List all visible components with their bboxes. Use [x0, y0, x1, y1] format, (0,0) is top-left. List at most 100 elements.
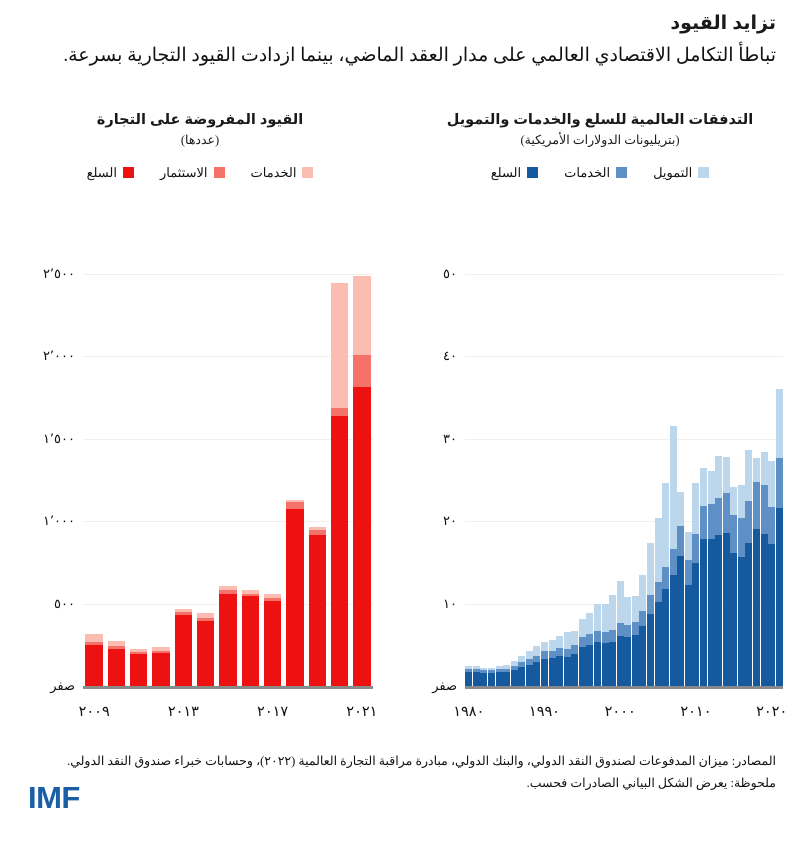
x-axis-tick-label: ٢٠٢٠	[756, 704, 788, 720]
bar-column[interactable]	[601, 603, 609, 686]
bar-column[interactable]	[609, 594, 617, 686]
bar-segment	[639, 625, 647, 686]
bar-column[interactable]	[85, 634, 103, 686]
bar-column[interactable]	[330, 283, 349, 686]
bar-column[interactable]	[465, 666, 473, 686]
bar-column[interactable]	[152, 646, 170, 686]
bar-segment	[768, 461, 776, 508]
bar-column[interactable]	[503, 665, 511, 686]
bar-column[interactable]	[308, 527, 326, 686]
bar-column[interactable]	[669, 425, 677, 686]
bar-column[interactable]	[616, 581, 624, 686]
bar-segment	[677, 491, 685, 527]
bar-column[interactable]	[745, 449, 753, 686]
bar-segment	[737, 517, 745, 557]
bar-segment	[472, 668, 480, 672]
bar-segment	[525, 658, 533, 665]
bar-column[interactable]	[684, 531, 692, 686]
bar-column[interactable]	[737, 484, 745, 686]
bar-column[interactable]	[541, 641, 548, 686]
bar-column[interactable]	[631, 596, 639, 686]
bar-column[interactable]	[571, 630, 579, 686]
bar-segment	[488, 672, 495, 686]
bar-column[interactable]	[624, 597, 632, 686]
bar-column[interactable]	[510, 661, 518, 686]
bar-segment	[353, 386, 371, 686]
bar-column[interactable]	[700, 468, 707, 686]
bar-column[interactable]	[488, 667, 495, 686]
bar-segment	[472, 666, 480, 669]
legend-item-services[interactable]: الخدمات	[564, 166, 628, 179]
legend-item-finance[interactable]: التمويل	[653, 164, 710, 180]
bar-column[interactable]	[107, 640, 126, 686]
bar-segment	[760, 533, 768, 686]
bar-segment	[263, 598, 282, 602]
x-axis-baseline	[465, 686, 783, 689]
bar-segment	[286, 508, 304, 686]
gridline	[465, 521, 783, 523]
bar-segment	[707, 470, 715, 504]
bar-column[interactable]	[196, 612, 215, 686]
bar-segment	[737, 484, 745, 518]
bar-segment	[495, 668, 503, 672]
bar-column[interactable]	[286, 499, 304, 686]
bar-segment	[353, 275, 371, 355]
chart-units-left: (عددها)	[180, 133, 220, 148]
bar-segment	[241, 593, 259, 597]
bar-column[interactable]	[677, 491, 685, 686]
bar-column[interactable]	[353, 275, 371, 686]
bar-segment	[745, 501, 753, 544]
bar-column[interactable]	[241, 589, 259, 686]
bar-column[interactable]	[525, 651, 533, 686]
bar-column[interactable]	[556, 635, 564, 686]
bar-column[interactable]	[760, 452, 768, 686]
bar-column[interactable]	[578, 619, 586, 686]
x-axis-tick-label: ٢٠٠٩	[78, 704, 110, 720]
bar-column[interactable]	[130, 648, 148, 686]
bar-column[interactable]	[692, 482, 700, 686]
chart-units-right: (بتريليونات الدولارات الأمريكية)	[520, 133, 680, 148]
bar-segment	[647, 595, 654, 614]
bar-column[interactable]	[594, 603, 601, 686]
bar-column[interactable]	[548, 639, 556, 686]
bar-column[interactable]	[480, 667, 488, 686]
bar-column[interactable]	[263, 594, 282, 686]
bar-column[interactable]	[518, 655, 526, 686]
legend-item-services[interactable]: الخدمات	[251, 166, 314, 179]
bar-column[interactable]	[563, 632, 571, 686]
bar-column[interactable]	[219, 585, 237, 686]
legend-item-goods[interactable]: السلع	[491, 166, 539, 179]
bar-column[interactable]	[730, 487, 738, 686]
bar-column[interactable]	[715, 456, 723, 686]
bar-column[interactable]	[662, 482, 670, 686]
legend-swatch-goods-icon	[527, 166, 539, 178]
bar-column[interactable]	[495, 666, 503, 686]
bar-column[interactable]	[768, 461, 776, 686]
bar-column[interactable]	[533, 646, 541, 686]
bar-column[interactable]	[753, 457, 760, 686]
legend-swatch-finance-icon	[698, 166, 710, 178]
bar-column[interactable]	[586, 612, 594, 686]
bar-segment	[263, 594, 282, 599]
bar-column[interactable]	[722, 456, 730, 686]
bar-segment	[571, 653, 579, 686]
bar-segment	[616, 623, 624, 636]
bar-segment	[631, 621, 639, 635]
chart-panel-trade-restrictions: القيود المفروضة على التجارة (عددها) الخد…	[5, 112, 395, 732]
bar-column[interactable]	[707, 470, 715, 686]
bar-column[interactable]	[174, 608, 193, 686]
bar-column[interactable]	[775, 388, 783, 686]
gridline	[83, 356, 373, 358]
legend-label-finance: التمويل	[653, 164, 693, 180]
bar-segment	[654, 517, 662, 583]
legend-item-investment[interactable]: الاستثمار	[160, 166, 225, 179]
legend-label-services: الخدمات	[250, 164, 297, 180]
bar-column[interactable]	[472, 666, 480, 686]
bar-column[interactable]	[647, 542, 654, 686]
gridline	[83, 521, 373, 523]
bar-column[interactable]	[654, 517, 662, 686]
legend-item-goods[interactable]: السلع	[87, 166, 134, 179]
bar-segment	[601, 631, 609, 644]
bar-column[interactable]	[639, 574, 647, 686]
